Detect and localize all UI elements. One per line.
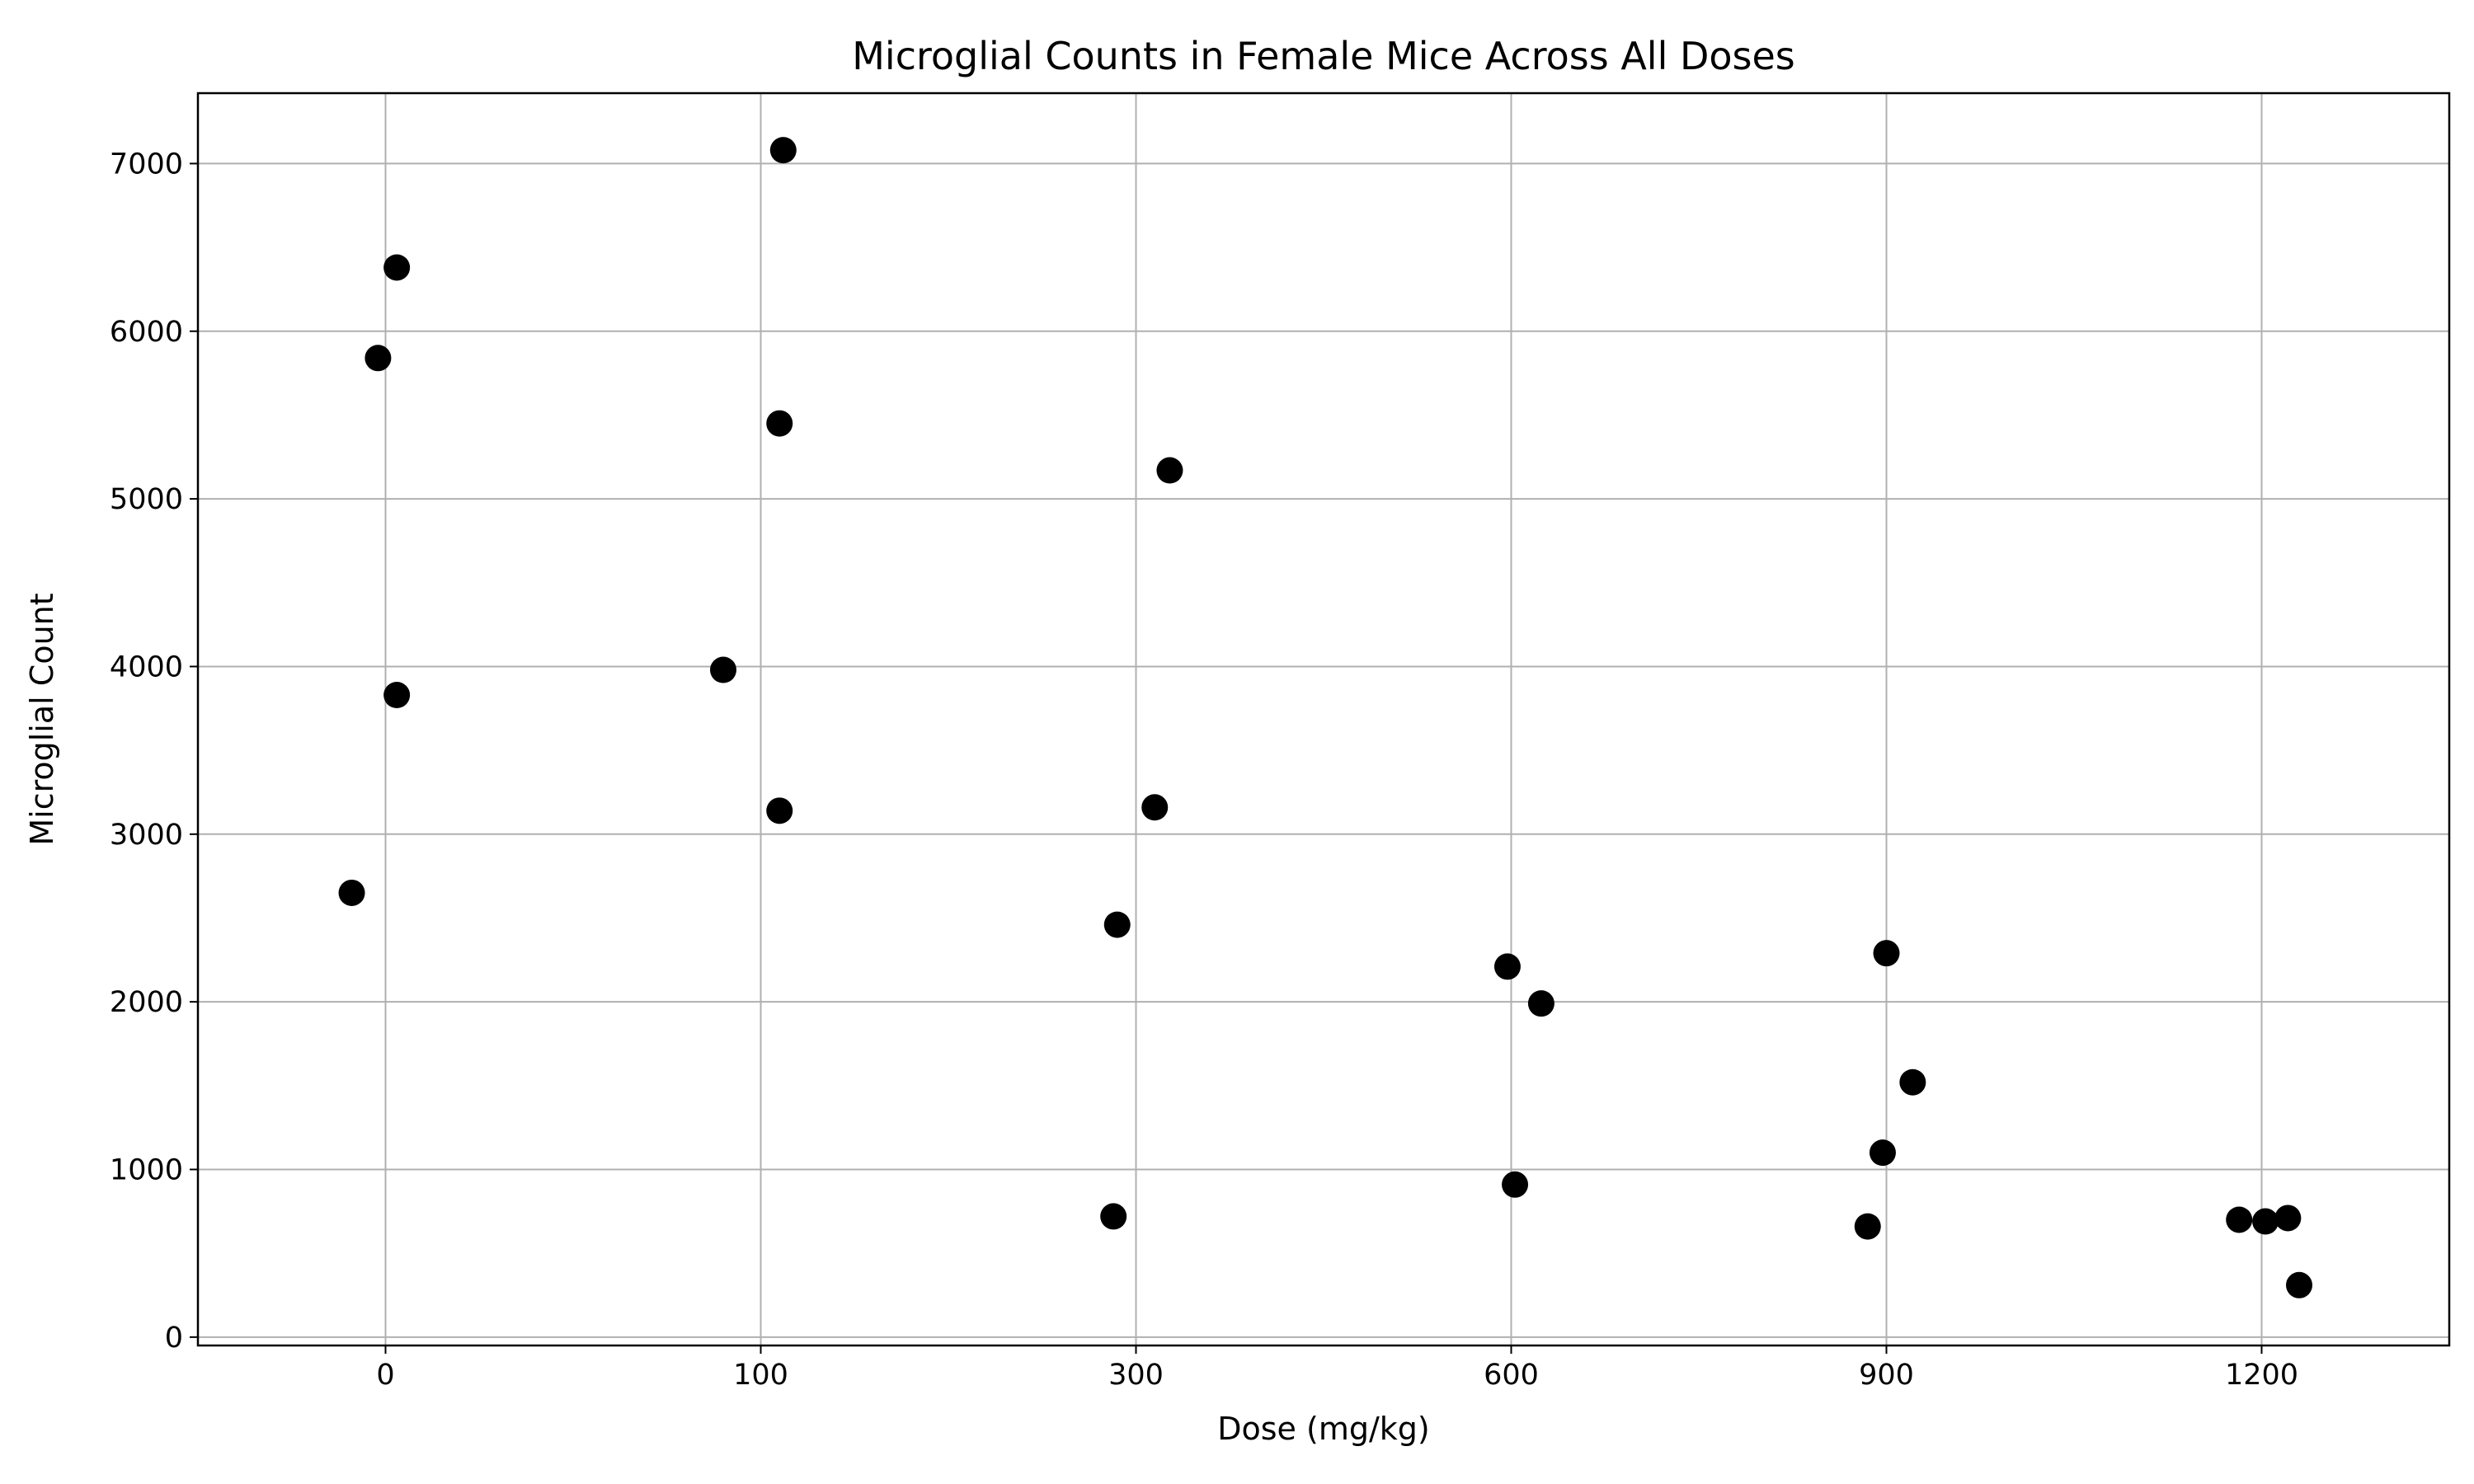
y-tick-label: 7000 [110, 148, 183, 181]
x-tick-label: 1200 [2225, 1359, 2298, 1392]
data-point [1502, 1171, 1529, 1198]
chart-title: Microglial Counts in Female Mice Across … [852, 34, 1795, 78]
y-tick-label: 3000 [110, 819, 183, 852]
data-point [766, 410, 793, 437]
y-axis-label: Microglial Count [24, 593, 60, 845]
data-point [766, 797, 793, 824]
data-point [383, 682, 411, 709]
data-point [769, 137, 797, 164]
x-tick-label: 0 [376, 1359, 394, 1392]
data-points [338, 137, 2312, 1298]
x-tick-label: 900 [1859, 1359, 1914, 1392]
x-tick-label: 300 [1108, 1359, 1164, 1392]
data-point [2274, 1205, 2302, 1232]
data-point [2252, 1208, 2279, 1235]
data-point [1873, 940, 1900, 967]
data-point [1869, 1139, 1896, 1167]
y-tick-label: 2000 [110, 986, 183, 1019]
y-tick-label: 1000 [110, 1153, 183, 1186]
data-point [710, 656, 736, 683]
data-point [338, 879, 365, 906]
x-tick-label: 100 [733, 1359, 788, 1392]
data-point [2226, 1206, 2253, 1233]
data-point [2286, 1271, 2312, 1298]
x-axis-label: Dose (mg/kg) [1217, 1411, 1429, 1447]
data-point [1899, 1068, 1926, 1096]
x-tick-label: 600 [1484, 1359, 1539, 1392]
grid-lines [198, 93, 2449, 1345]
data-point [1141, 794, 1169, 821]
data-point [365, 345, 392, 372]
y-tick-label: 0 [165, 1322, 183, 1355]
data-point [1493, 953, 1521, 980]
data-point [1156, 457, 1183, 484]
axis-ticks: 0 100 300 600 900 1200 0 1000 2000 3000 4000 5000 60… [110, 148, 2298, 1392]
data-point [1854, 1213, 1881, 1240]
data-point [383, 254, 411, 281]
plot-frame [196, 92, 2451, 1347]
data-point [1527, 990, 1554, 1017]
data-point [1100, 1203, 1127, 1230]
data-point [1103, 911, 1131, 938]
y-tick-label: 4000 [110, 650, 183, 683]
y-tick-label: 6000 [110, 316, 183, 349]
y-tick-label: 5000 [110, 483, 183, 516]
